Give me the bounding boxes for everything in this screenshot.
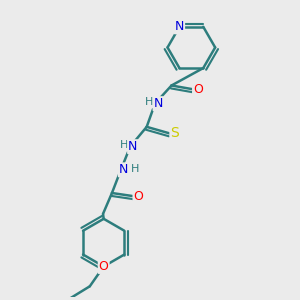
Text: O: O bbox=[193, 83, 203, 96]
Text: S: S bbox=[170, 127, 179, 140]
Text: N: N bbox=[128, 140, 137, 153]
Text: O: O bbox=[99, 260, 109, 273]
Text: H: H bbox=[120, 140, 128, 150]
Text: N: N bbox=[175, 20, 184, 33]
Text: O: O bbox=[134, 190, 143, 203]
Text: N: N bbox=[119, 164, 128, 176]
Text: N: N bbox=[154, 97, 163, 110]
Text: H: H bbox=[145, 98, 153, 107]
Text: H: H bbox=[130, 164, 139, 174]
